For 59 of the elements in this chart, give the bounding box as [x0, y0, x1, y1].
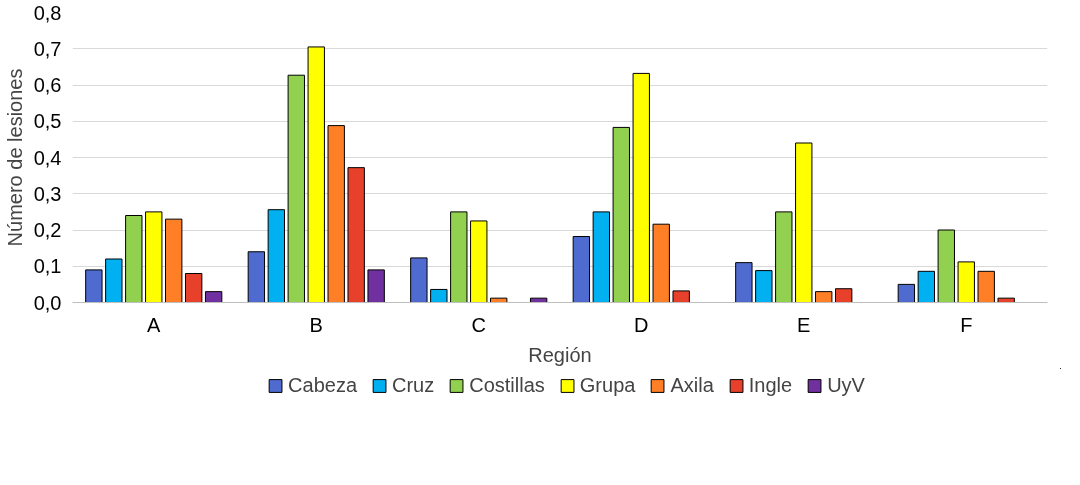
bar [957, 261, 975, 303]
bar [632, 72, 650, 303]
x-tick-label: C [471, 313, 486, 336]
bar [612, 126, 630, 303]
bar [735, 262, 753, 303]
y-tick-label: 0,2 [33, 219, 62, 241]
bar [145, 211, 163, 303]
legend-label: Costillas [469, 373, 545, 397]
x-axis-title: Región [528, 343, 592, 366]
bar [105, 258, 123, 303]
y-axis-title: Número de lesiones [3, 68, 26, 247]
bar [897, 283, 916, 303]
bar [287, 74, 305, 303]
bar [795, 142, 813, 303]
y-tick-label: 0,0 [33, 291, 62, 314]
legend-label: UyV [827, 373, 865, 397]
bar [85, 269, 103, 303]
bar [755, 270, 773, 303]
x-tick-label: E [797, 313, 811, 336]
bar [572, 236, 591, 303]
bar [672, 290, 690, 303]
bar [977, 270, 995, 303]
x-tick-label: F [960, 313, 973, 336]
bar [917, 270, 936, 303]
bar [937, 229, 955, 303]
bar [307, 46, 325, 303]
bar [367, 269, 385, 303]
bar [125, 215, 143, 303]
legend-label: Ingle [748, 373, 793, 397]
x-tick-label: D [634, 313, 649, 336]
y-tick-label: 0,5 [33, 110, 62, 133]
bar [592, 211, 611, 303]
legend-label: Cruz [392, 373, 435, 397]
bar [347, 167, 365, 303]
bar [410, 257, 428, 303]
bar [184, 273, 203, 303]
y-tick-label: 0,8 [33, 1, 62, 24]
bar [815, 291, 833, 303]
y-tick-label: 0,1 [33, 255, 62, 278]
y-tick-label: 0,3 [33, 182, 62, 205]
x-tick-label: A [147, 313, 162, 336]
legend-label: Axila [670, 373, 714, 397]
bar [470, 220, 488, 303]
y-tick-label: 0,7 [33, 37, 62, 60]
y-tick-label: 0,4 [33, 146, 62, 169]
bar [327, 125, 345, 303]
bar [267, 209, 286, 303]
bar [834, 288, 853, 303]
bar [204, 291, 223, 303]
legend-label: Cabeza [288, 373, 357, 397]
bar [775, 211, 793, 303]
bar [165, 218, 183, 303]
bar [450, 211, 468, 303]
y-tick-label: 0,6 [33, 74, 62, 96]
bar [430, 288, 448, 303]
x-tick-label: B [309, 313, 323, 336]
bar [247, 251, 266, 303]
bar [652, 223, 670, 303]
legend-label: Grupa [579, 373, 636, 397]
